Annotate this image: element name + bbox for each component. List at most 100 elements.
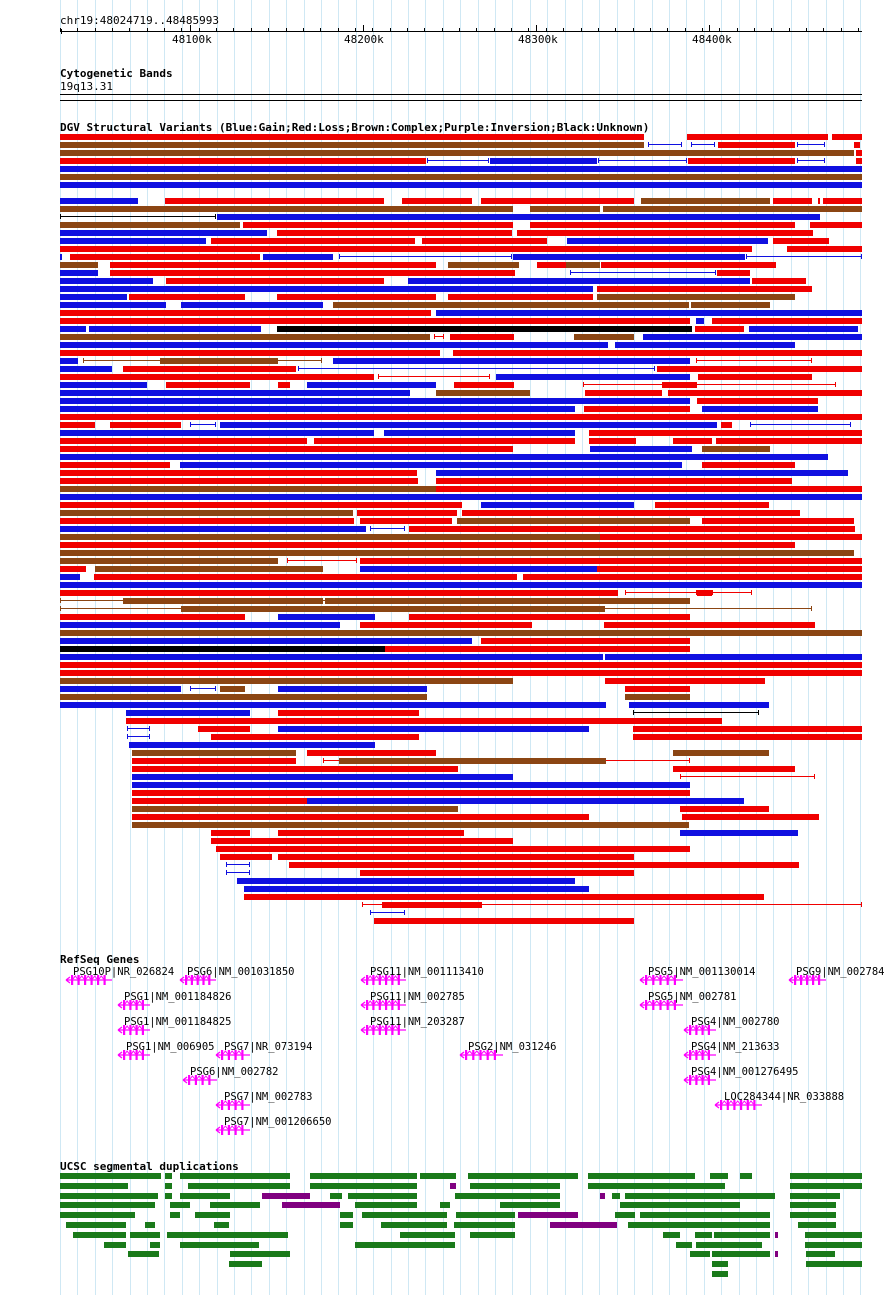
dgv-variant-bar[interactable] (132, 782, 690, 788)
dgv-variant-bar[interactable] (278, 686, 427, 692)
dgv-variant-bar[interactable] (165, 198, 384, 204)
dgv-variant-bar[interactable] (198, 726, 250, 732)
dgv-variant-bar[interactable] (566, 262, 600, 268)
dgv-variant-bar[interactable] (211, 238, 415, 244)
dgv-variant-bar[interactable] (60, 230, 267, 236)
gene-label[interactable]: PSG2|NM_031246 (468, 1041, 557, 1053)
gene-label[interactable]: PSG4|NM_002780 (691, 1016, 780, 1028)
dgv-variant-bar[interactable] (360, 518, 452, 524)
dgv-variant-bar[interactable] (718, 142, 795, 148)
dgv-variant-bar[interactable] (60, 518, 354, 524)
dgv-variant-bar[interactable] (603, 206, 862, 212)
gene-model[interactable] (215, 1099, 250, 1111)
dgv-variant-bar[interactable] (60, 270, 98, 276)
segdup-bar[interactable] (468, 1173, 578, 1179)
dgv-variant-bar[interactable] (60, 574, 80, 580)
dgv-variant-bar[interactable] (643, 334, 862, 340)
dgv-variant-bar[interactable] (244, 894, 764, 900)
segdup-bar[interactable] (588, 1182, 725, 1189)
segdup-bar[interactable] (167, 1231, 288, 1238)
dgv-variant-bar[interactable] (530, 222, 795, 228)
dgv-variant-bar[interactable] (402, 198, 472, 204)
dgv-variant-bar[interactable] (277, 326, 692, 332)
segdup-bar[interactable] (362, 1212, 447, 1219)
segdup-bar[interactable] (130, 1231, 160, 1238)
dgv-variant-bar[interactable] (60, 150, 854, 156)
dgv-variant-bar[interactable] (513, 254, 745, 260)
segdup-bar[interactable] (805, 1231, 862, 1238)
segdup-bar[interactable] (600, 1192, 605, 1199)
dgv-variant-bar[interactable] (278, 854, 634, 860)
dgv-variant-bar[interactable] (601, 262, 776, 268)
dgv-variant-bar[interactable] (854, 142, 860, 148)
dgv-variant-span[interactable] (746, 256, 862, 257)
segdup-bar[interactable] (790, 1212, 836, 1219)
segdup-bar[interactable] (805, 1241, 862, 1248)
dgv-variant-bar[interactable] (523, 574, 862, 580)
dgv-variant-bar[interactable] (60, 494, 862, 500)
dgv-variant-span[interactable] (797, 160, 825, 161)
gene-model[interactable] (459, 1049, 503, 1061)
dgv-variant-bar[interactable] (818, 198, 820, 204)
dgv-variant-bar[interactable] (481, 502, 634, 508)
dgv-variant-bar[interactable] (749, 326, 858, 332)
segdup-bar[interactable] (180, 1241, 259, 1248)
segdup-bar[interactable] (712, 1271, 728, 1277)
gene-label[interactable]: PSG5|NM_001130014 (648, 966, 756, 978)
dgv-variant-bar[interactable] (60, 414, 862, 420)
segdup-bar[interactable] (340, 1222, 353, 1228)
dgv-variant-bar[interactable] (314, 438, 575, 444)
dgv-variant-bar[interactable] (277, 294, 436, 300)
dgv-variant-bar[interactable] (60, 654, 603, 660)
segdup-bar[interactable] (60, 1192, 158, 1199)
dgv-variant-bar[interactable] (60, 246, 752, 252)
dgv-variant-bar[interactable] (60, 470, 417, 476)
dgv-variant-span[interactable] (691, 144, 715, 145)
segdup-bar[interactable] (180, 1173, 290, 1179)
dgv-variant-bar[interactable] (132, 814, 589, 820)
dgv-variant-bar[interactable] (409, 614, 690, 620)
dgv-variant-bar[interactable] (633, 734, 862, 740)
dgv-variant-bar[interactable] (496, 374, 690, 380)
dgv-variant-bar[interactable] (823, 198, 862, 204)
segdup-bar[interactable] (696, 1241, 762, 1248)
segdup-bar[interactable] (620, 1202, 740, 1209)
dgv-variant-bar[interactable] (600, 534, 862, 540)
dgv-variant-bar[interactable] (129, 742, 375, 748)
gene-label[interactable]: PSG6|NM_001031850 (187, 966, 295, 978)
dgv-variant-span[interactable] (370, 912, 405, 913)
segdup-bar[interactable] (790, 1173, 862, 1179)
dgv-variant-bar[interactable] (360, 558, 862, 564)
dgv-variant-bar[interactable] (673, 750, 769, 756)
dgv-variant-bar[interactable] (597, 286, 812, 292)
dgv-variant-bar[interactable] (60, 622, 340, 628)
gene-model[interactable] (179, 974, 216, 986)
dgv-variant-span[interactable] (583, 384, 836, 385)
dgv-variant-bar[interactable] (123, 366, 296, 372)
dgv-variant-bar[interactable] (680, 806, 769, 812)
dgv-variant-bar[interactable] (752, 278, 806, 284)
dgv-variant-bar[interactable] (688, 158, 795, 164)
dgv-variant-bar[interactable] (60, 278, 153, 284)
dgv-variant-bar[interactable] (696, 318, 704, 324)
dgv-variant-bar[interactable] (60, 694, 427, 700)
dgv-variant-bar[interactable] (132, 798, 744, 804)
segdup-bar[interactable] (440, 1202, 450, 1209)
dgv-variant-bar[interactable] (60, 670, 862, 676)
dgv-variant-bar[interactable] (132, 758, 296, 764)
segdup-bar[interactable] (165, 1182, 172, 1189)
dgv-variant-bar[interactable] (574, 334, 634, 340)
gene-label[interactable]: LOC284344|NR_033888 (724, 1091, 845, 1103)
dgv-variant-bar[interactable] (597, 294, 795, 300)
segdup-bar[interactable] (170, 1212, 180, 1219)
dgv-variant-bar[interactable] (132, 806, 458, 812)
dgv-variant-bar[interactable] (60, 590, 618, 596)
gene-model[interactable] (683, 1074, 716, 1086)
dgv-variant-bar[interactable] (60, 238, 206, 244)
dgv-variant-bar[interactable] (60, 502, 462, 508)
dgv-variant-bar[interactable] (60, 262, 98, 268)
dgv-variant-bar[interactable] (360, 870, 634, 876)
dgv-variant-bar[interactable] (60, 406, 575, 412)
dgv-variant-bar[interactable] (668, 390, 862, 396)
gene-label[interactable]: PSG1|NM_001184826 (124, 991, 232, 1003)
